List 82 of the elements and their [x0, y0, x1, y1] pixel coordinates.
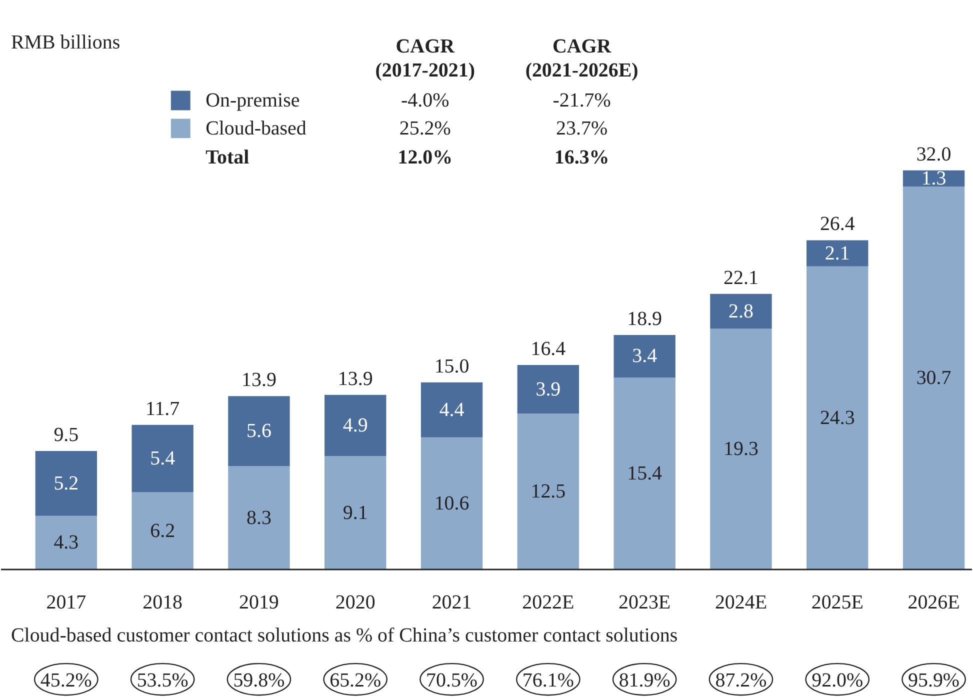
bar	[35, 516, 98, 570]
bar	[710, 328, 772, 570]
data-label: 4.9	[342, 414, 368, 436]
total-label: 11.7	[145, 398, 180, 420]
data-label: 3.4	[632, 345, 658, 368]
data-label: 4.4	[439, 398, 464, 421]
total-label: 16.4	[530, 338, 566, 360]
text: 95.9%	[908, 669, 960, 692]
text: 76.1%	[522, 669, 574, 692]
text: CAGR (2021-2026E)	[525, 36, 638, 82]
text: 87.2%	[715, 669, 767, 692]
data-label: 30.7	[916, 367, 952, 390]
text: 65.2%	[330, 669, 382, 692]
bar	[614, 335, 676, 378]
bar	[324, 456, 386, 570]
text: Total	[206, 146, 250, 168]
text: -21.7%	[552, 90, 611, 112]
total-label: 13.9	[242, 369, 276, 392]
text: 23.7%	[556, 117, 608, 140]
data-label: 10.6	[434, 492, 470, 514]
text: CAGR (2017-2021)	[375, 36, 475, 82]
bar	[902, 186, 965, 570]
data-label: 4.3	[54, 532, 79, 554]
text: Cloud-based customer contact solutions as % of China’s customer contact solutions	[10, 624, 678, 646]
data-label: 5.4	[150, 448, 176, 470]
data-label: 3.9	[536, 378, 561, 400]
total-label: 9.5	[54, 424, 79, 446]
text: 45.2%	[40, 669, 92, 692]
bar	[710, 294, 772, 329]
data-label: 24.3	[820, 406, 855, 429]
text: 81.9%	[618, 669, 670, 692]
x-tick-label: 2023E	[618, 591, 671, 614]
bar	[132, 424, 194, 492]
data-label: 5.6	[246, 420, 272, 442]
data-label: 5.2	[54, 472, 79, 494]
data-label: 1.3	[921, 167, 946, 190]
x-tick-label: 2018	[142, 591, 183, 614]
x-tick-label: 2021	[432, 591, 472, 614]
text: 16.3%	[554, 146, 610, 168]
x-tick-label: 2022E	[522, 591, 574, 614]
x-tick-label: 2020	[335, 591, 376, 614]
total-label: 15.0	[434, 355, 470, 378]
bar	[614, 377, 676, 570]
text: 92.0%	[812, 669, 864, 692]
x-tick-label: 2024E	[714, 591, 768, 614]
data-label: 6.2	[150, 520, 176, 542]
bar	[517, 414, 580, 570]
text: 59.8%	[233, 669, 285, 692]
data-label: 2.1	[824, 242, 850, 264]
data-label: 15.4	[627, 462, 662, 484]
text: RMB billions	[10, 32, 120, 54]
legend-label: Cloud-based	[206, 117, 306, 140]
data-label: 8.3	[246, 506, 272, 529]
bar	[324, 394, 386, 456]
data-label: 2.8	[728, 300, 754, 322]
text: 12.0%	[398, 146, 453, 168]
total-label: 13.9	[338, 368, 373, 390]
total-label: 22.1	[724, 266, 758, 289]
bar	[806, 240, 868, 266]
total-label: 32.0	[916, 143, 952, 166]
bar	[35, 451, 98, 516]
bar	[228, 466, 290, 570]
bar	[228, 396, 290, 466]
total-label: 18.9	[627, 308, 662, 330]
bar	[132, 492, 194, 570]
x-tick-label: 2026E	[908, 591, 960, 614]
bar	[420, 437, 483, 570]
text: 53.5%	[136, 669, 188, 692]
data-label: 19.3	[724, 438, 758, 460]
x-tick-label: 2019	[239, 591, 279, 614]
legend-label: On-premise	[206, 90, 300, 112]
bar	[420, 382, 483, 438]
data-label: 9.1	[342, 502, 368, 524]
bar	[806, 266, 868, 570]
x-tick-label: 2017	[46, 591, 86, 614]
text: 25.2%	[399, 117, 451, 140]
text: -4.0%	[401, 90, 450, 112]
data-label: 12.5	[530, 480, 566, 503]
total-label: 26.4	[820, 213, 855, 236]
x-tick-label: 2025E	[811, 591, 864, 614]
bar	[517, 364, 580, 414]
text: 70.5%	[426, 669, 478, 692]
